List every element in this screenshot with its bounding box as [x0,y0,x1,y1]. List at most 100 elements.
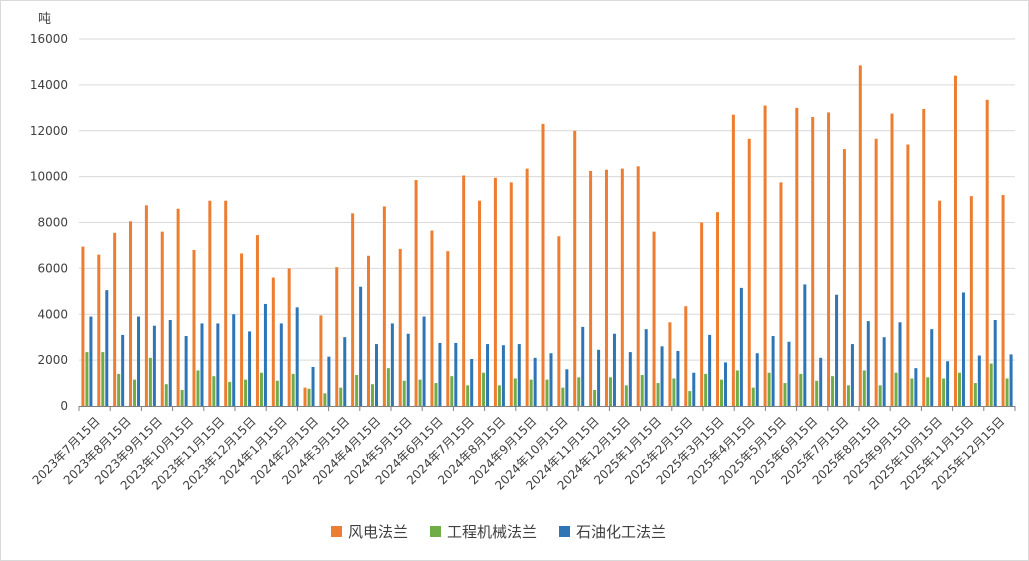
bar-工程机械法兰-24 [450,376,454,406]
bar-风电法兰-43 [747,138,751,406]
bar-工程机械法兰-36 [640,375,644,406]
bar-风电法兰-40 [700,222,704,406]
bar-工程机械法兰-21 [402,380,406,406]
y-tick-label: 12000 [30,124,68,138]
bar-风电法兰-36 [636,166,640,406]
bar-石油化工法兰-55 [946,361,950,406]
y-axis-unit-label: 吨 [38,12,51,27]
bar-工程机械法兰-55 [942,378,946,406]
bar-工程机械法兰-3 [117,373,121,406]
bar-工程机械法兰-45 [783,383,787,406]
bar-工程机械法兰-53 [910,378,914,406]
bar-工程机械法兰-31 [561,387,565,406]
bar-工程机械法兰-50 [862,370,866,406]
bar-石油化工法兰-25 [470,358,474,406]
bar-石油化工法兰-47 [819,357,823,406]
bar-工程机械法兰-9 [212,376,216,406]
bar-石油化工法兰-35 [628,352,632,406]
bar-风电法兰-52 [890,113,894,407]
bar-风电法兰-22 [414,180,418,406]
bar-石油化工法兰-52 [898,322,902,406]
bar-工程机械法兰-52 [894,372,898,406]
bar-石油化工法兰-16 [327,356,331,406]
bar-风电法兰-8 [192,250,196,406]
bar-风电法兰-3 [113,232,117,406]
bar-石油化工法兰-2 [105,290,109,406]
bar-工程机械法兰-34 [608,377,612,406]
bar-工程机械法兰-39 [688,391,692,406]
bar-风电法兰-47 [811,116,815,407]
bar-石油化工法兰-9 [216,323,220,406]
legend-swatch [559,526,570,537]
x-axis [78,406,1016,411]
bar-石油化工法兰-11 [248,331,252,406]
bar-风电法兰-55 [938,200,942,406]
bar-工程机械法兰-30 [545,379,549,406]
bar-石油化工法兰-24 [454,342,458,406]
bar-石油化工法兰-10 [232,314,236,406]
legend-item-2: 工程机械法兰 [430,523,537,541]
bar-工程机械法兰-12 [259,372,263,406]
bar-石油化工法兰-42 [739,287,743,406]
bar-工程机械法兰-20 [386,368,390,406]
bar-石油化工法兰-18 [359,286,363,406]
legend-swatch [331,526,342,537]
bar-风电法兰-42 [731,114,735,406]
bar-石油化工法兰-53 [914,368,918,406]
bar-风电法兰-4 [129,221,133,406]
bar-石油化工法兰-43 [755,353,759,406]
bar-工程机械法兰-38 [672,378,676,406]
y-tick-label: 16000 [30,32,68,46]
bar-风电法兰-9 [208,200,212,406]
bar-工程机械法兰-15 [307,388,311,406]
bar-工程机械法兰-37 [656,383,660,406]
bar-风电法兰-18 [351,213,355,406]
y-tick-label: 10000 [30,170,68,184]
bar-石油化工法兰-21 [406,333,410,406]
bar-工程机械法兰-14 [291,373,295,406]
bar-工程机械法兰-28 [513,378,517,406]
bar-石油化工法兰-15 [311,367,315,406]
bar-风电法兰-5 [144,205,148,406]
legend-label: 风电法兰 [348,523,408,541]
bar-风电法兰-44 [763,105,767,407]
bar-风电法兰-59 [1001,194,1005,406]
bar-石油化工法兰-46 [803,284,807,406]
bar-石油化工法兰-12 [263,303,267,406]
bar-石油化工法兰-4 [137,316,141,406]
bar-石油化工法兰-19 [374,344,378,406]
bar-风电法兰-25 [462,175,466,406]
bar-风电法兰-58 [985,99,989,406]
bar-石油化工法兰-20 [390,323,394,406]
bar-工程机械法兰-5 [148,357,152,406]
bar-工程机械法兰-22 [418,379,422,406]
bar-工程机械法兰-43 [751,387,755,406]
bar-风电法兰-38 [668,322,672,406]
y-tick-label: 8000 [37,216,68,230]
legend-label: 工程机械法兰 [447,523,537,541]
y-tick-label: 6000 [37,261,68,275]
bar-工程机械法兰-47 [815,380,819,406]
y-gridlines [79,38,1015,361]
bar-风电法兰-16 [319,315,323,406]
series-1-bars [81,65,1005,407]
bar-石油化工法兰-3 [121,334,125,406]
bar-石油化工法兰-13 [279,323,283,406]
bar-风电法兰-54 [922,108,926,407]
bar-风电法兰-56 [953,75,957,406]
bar-石油化工法兰-27 [501,345,505,406]
bar-工程机械法兰-11 [244,379,248,406]
bar-石油化工法兰-39 [692,372,696,406]
bar-石油化工法兰-8 [200,323,204,406]
bar-石油化工法兰-22 [422,316,426,406]
bar-石油化工法兰-56 [961,292,965,406]
bar-工程机械法兰-42 [735,370,739,406]
bar-石油化工法兰-45 [787,341,791,406]
bar-风电法兰-7 [176,208,180,406]
bar-风电法兰-28 [509,182,513,406]
bar-风电法兰-41 [716,212,720,406]
bar-风电法兰-57 [969,196,973,406]
bar-石油化工法兰-5 [152,325,156,406]
bar-工程机械法兰-35 [624,385,628,406]
